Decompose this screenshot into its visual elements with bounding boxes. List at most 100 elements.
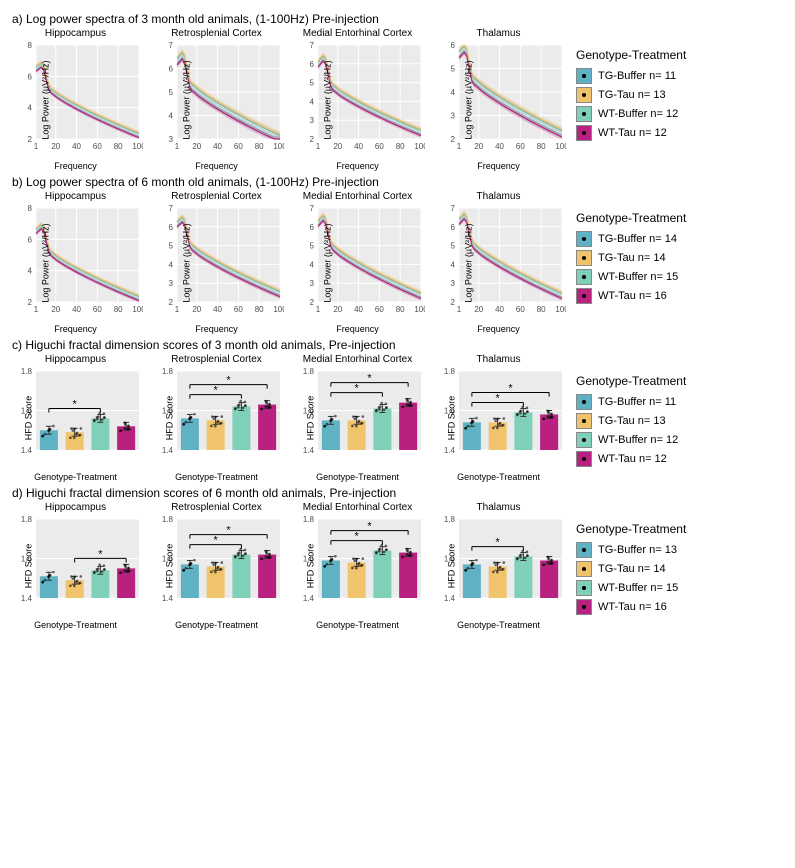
svg-text:5: 5 [310,79,315,88]
svg-text:6: 6 [169,223,174,232]
x-axis-label: Frequency [431,324,566,334]
svg-text:*: * [98,548,103,560]
legend-item: TG-Buffer n= 14 [576,231,686,247]
svg-text:*: * [226,375,231,387]
legend-item: WT-Tau n= 12 [576,125,686,141]
bar-chart: Thalamus1.41.61.8*HFD ScoreGenotype-Trea… [431,502,566,630]
svg-text:100: 100 [132,142,143,151]
svg-text:100: 100 [555,142,566,151]
svg-text:8: 8 [28,41,33,50]
chart-title: Hippocampus [8,354,143,365]
svg-text:6: 6 [28,235,33,244]
svg-text:6: 6 [310,60,315,69]
svg-text:1: 1 [316,142,321,151]
chart-title: Hippocampus [8,502,143,513]
svg-text:1.4: 1.4 [303,594,315,603]
svg-text:20: 20 [474,142,483,151]
svg-text:1: 1 [175,305,180,314]
bar-chart: Hippocampus1.41.61.8*HFD ScoreGenotype-T… [8,354,143,482]
panel-title: b) Log power spectra of 6 month old anim… [12,175,795,189]
legend-item: WT-Tau n= 12 [576,451,686,467]
svg-text:100: 100 [273,142,284,151]
legend: Genotype-TreatmentTG-Buffer n= 14TG-Tau … [576,211,686,307]
y-axis-label: HFD Score [23,396,33,441]
svg-text:40: 40 [495,142,504,151]
svg-text:2: 2 [169,298,174,307]
legend-item: WT-Buffer n= 15 [576,269,686,285]
y-axis-label: HFD Score [164,544,174,589]
svg-text:1: 1 [316,305,321,314]
svg-text:4: 4 [28,104,33,113]
legend-label: TG-Buffer n= 11 [598,396,676,408]
legend-item: TG-Buffer n= 13 [576,542,686,558]
legend-swatch [576,413,592,429]
svg-text:2: 2 [28,135,33,144]
x-axis-label: Genotype-Treatment [8,472,143,482]
y-axis-label: Log Power (µV²/Hz) [182,223,192,302]
legend: Genotype-TreatmentTG-Buffer n= 11TG-Tau … [576,374,686,470]
legend-label: TG-Tau n= 14 [598,252,666,264]
chart-title: Medial Entorhinal Cortex [290,502,425,513]
svg-text:1.4: 1.4 [162,594,174,603]
svg-text:20: 20 [333,142,342,151]
svg-text:5: 5 [451,65,456,74]
legend-swatch [576,394,592,410]
legend-swatch [576,599,592,615]
svg-text:40: 40 [495,305,504,314]
y-axis-label: HFD Score [305,396,315,441]
chart-title: Medial Entorhinal Cortex [290,28,425,39]
x-axis-label: Genotype-Treatment [431,620,566,630]
chart-title: Thalamus [431,354,566,365]
svg-text:4: 4 [451,260,456,269]
legend-label: TG-Tau n= 13 [598,415,666,427]
svg-text:*: * [354,531,359,543]
panel-row: Hippocampus1.41.61.8*HFD ScoreGenotype-T… [8,354,795,482]
bar-chart: Thalamus1.41.61.8**HFD ScoreGenotype-Tre… [431,354,566,482]
line-chart: Thalamus12040608010023456Log Power (µV²/… [431,28,566,171]
chart-title: Medial Entorhinal Cortex [290,354,425,365]
legend-item: WT-Buffer n= 12 [576,432,686,448]
legend-label: WT-Tau n= 16 [598,601,667,613]
bar-chart: Retrosplenial Cortex1.41.61.8**HFD Score… [149,354,284,482]
svg-text:60: 60 [516,305,525,314]
svg-text:1: 1 [34,305,39,314]
line-chart: Medial Entorhinal Cortex1204060801002345… [290,28,425,171]
svg-text:7: 7 [310,204,315,213]
panel-title: c) Higuchi fractal dimension scores of 3… [12,338,795,352]
legend-label: TG-Tau n= 13 [598,89,666,101]
svg-text:80: 80 [255,305,264,314]
x-axis-label: Frequency [8,324,143,334]
svg-text:3: 3 [310,279,315,288]
svg-text:20: 20 [333,305,342,314]
svg-text:1: 1 [175,142,180,151]
svg-text:100: 100 [555,305,566,314]
y-axis-label: Log Power (µV²/Hz) [464,60,474,139]
svg-text:6: 6 [451,41,456,50]
svg-text:2: 2 [310,135,315,144]
charts-container: Hippocampus1204060801002468Log Power (µV… [8,28,566,171]
svg-text:1.4: 1.4 [21,446,33,455]
legend-label: TG-Buffer n= 11 [598,70,676,82]
svg-text:80: 80 [396,305,405,314]
legend-label: WT-Buffer n= 12 [598,434,678,446]
legend-item: TG-Buffer n= 11 [576,394,686,410]
svg-text:60: 60 [375,305,384,314]
chart-title: Retrosplenial Cortex [149,502,284,513]
svg-text:1: 1 [457,305,462,314]
svg-text:100: 100 [414,305,425,314]
line-chart: Hippocampus1204060801002468Log Power (µV… [8,191,143,334]
svg-text:8: 8 [28,204,33,213]
y-axis-label: HFD Score [446,396,456,441]
svg-text:3: 3 [169,135,174,144]
panel-title: a) Log power spectra of 3 month old anim… [12,12,795,26]
legend-label: TG-Buffer n= 14 [598,233,677,245]
legend-swatch [576,269,592,285]
svg-text:1.4: 1.4 [444,446,456,455]
line-chart: Retrosplenial Cortex120406080100234567Lo… [149,191,284,334]
svg-text:7: 7 [169,41,174,50]
chart-title: Retrosplenial Cortex [149,354,284,365]
svg-text:1.4: 1.4 [162,446,174,455]
x-axis-label: Genotype-Treatment [149,620,284,630]
svg-text:20: 20 [51,305,60,314]
chart-title: Thalamus [431,191,566,202]
